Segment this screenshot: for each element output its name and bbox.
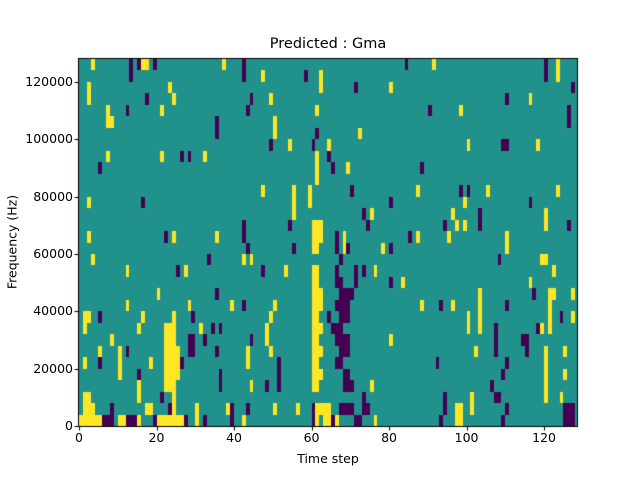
x-axis-label: Time step [297, 451, 359, 466]
y-axis-label: Frequency (Hz) [4, 194, 20, 290]
x-tick-label: 20 [148, 430, 165, 445]
x-tick-label: 80 [381, 430, 397, 445]
x-tick-label: 60 [303, 430, 320, 445]
y-tick-label: 40000 [33, 303, 73, 319]
x-tick-label: 100 [454, 430, 479, 445]
y-tick-label: 60000 [33, 245, 73, 261]
y-tick-label: 20000 [33, 360, 73, 376]
y-tick-label: 100000 [25, 131, 73, 147]
x-tick-label: 0 [75, 430, 83, 445]
x-tick-label: 120 [532, 430, 556, 445]
y-tick-label: 0 [65, 418, 73, 433]
chart-title: Predicted : Gma [269, 36, 387, 52]
y-tick-label: 80000 [33, 188, 73, 204]
x-tick-label: 40 [226, 430, 242, 445]
y-tick-label: 120000 [25, 73, 73, 89]
